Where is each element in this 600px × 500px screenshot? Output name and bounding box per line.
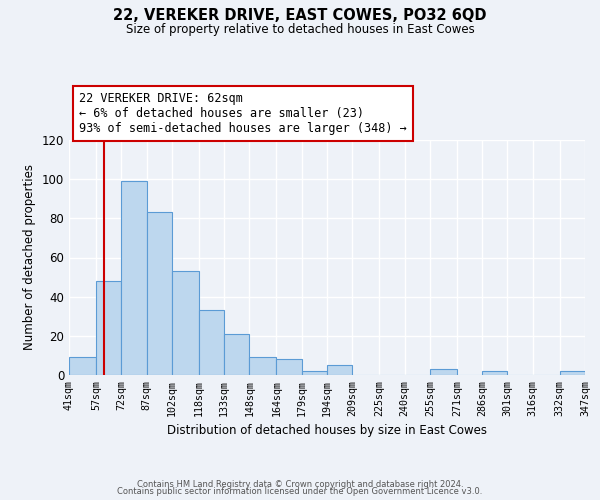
Bar <box>250 358 277 375</box>
Text: Contains public sector information licensed under the Open Government Licence v3: Contains public sector information licen… <box>118 488 482 496</box>
Bar <box>199 310 224 375</box>
Bar <box>327 365 352 375</box>
Text: Contains HM Land Registry data © Crown copyright and database right 2024.: Contains HM Land Registry data © Crown c… <box>137 480 463 489</box>
Bar <box>430 369 457 375</box>
X-axis label: Distribution of detached houses by size in East Cowes: Distribution of detached houses by size … <box>167 424 487 437</box>
Text: Size of property relative to detached houses in East Cowes: Size of property relative to detached ho… <box>125 22 475 36</box>
Bar <box>69 358 96 375</box>
Bar <box>172 271 199 375</box>
Bar <box>224 334 250 375</box>
Bar <box>121 181 146 375</box>
Bar <box>146 212 172 375</box>
Y-axis label: Number of detached properties: Number of detached properties <box>23 164 36 350</box>
Bar <box>482 371 508 375</box>
Bar <box>560 371 585 375</box>
Text: 22, VEREKER DRIVE, EAST COWES, PO32 6QD: 22, VEREKER DRIVE, EAST COWES, PO32 6QD <box>113 8 487 22</box>
Bar <box>96 281 121 375</box>
Text: 22 VEREKER DRIVE: 62sqm
← 6% of detached houses are smaller (23)
93% of semi-det: 22 VEREKER DRIVE: 62sqm ← 6% of detached… <box>79 92 407 136</box>
Bar <box>277 360 302 375</box>
Bar <box>302 371 327 375</box>
